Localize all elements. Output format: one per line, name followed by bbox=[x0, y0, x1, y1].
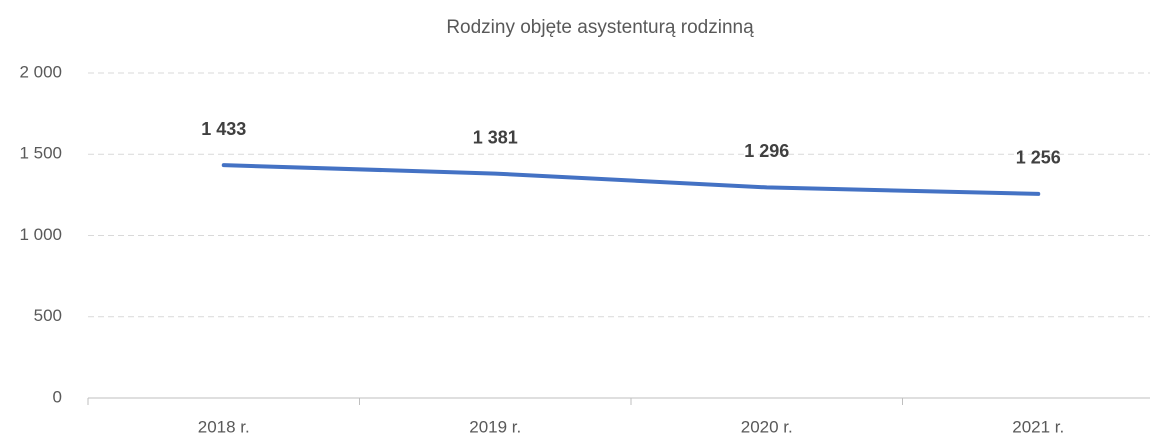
data-label: 1 433 bbox=[201, 119, 246, 139]
data-label: 1 296 bbox=[744, 141, 789, 161]
data-label: 1 381 bbox=[473, 127, 518, 147]
y-tick-label: 500 bbox=[34, 306, 62, 325]
data-label: 1 256 bbox=[1016, 148, 1061, 168]
x-tick-label: 2019 r. bbox=[469, 417, 521, 434]
line bbox=[221, 163, 1041, 196]
x-tick-label: 2018 r. bbox=[198, 417, 250, 434]
chart-title: Rodziny objęte asystenturą rodzinną bbox=[446, 17, 754, 38]
y-tick-label: 0 bbox=[53, 387, 62, 406]
x-tick-label: 2020 r. bbox=[741, 417, 793, 434]
y-tick-label: 2 000 bbox=[19, 62, 62, 81]
x-tick-label: 2021 r. bbox=[1012, 417, 1064, 434]
y-tick-label: 1 500 bbox=[19, 144, 62, 163]
y-tick-label: 1 000 bbox=[19, 225, 62, 244]
